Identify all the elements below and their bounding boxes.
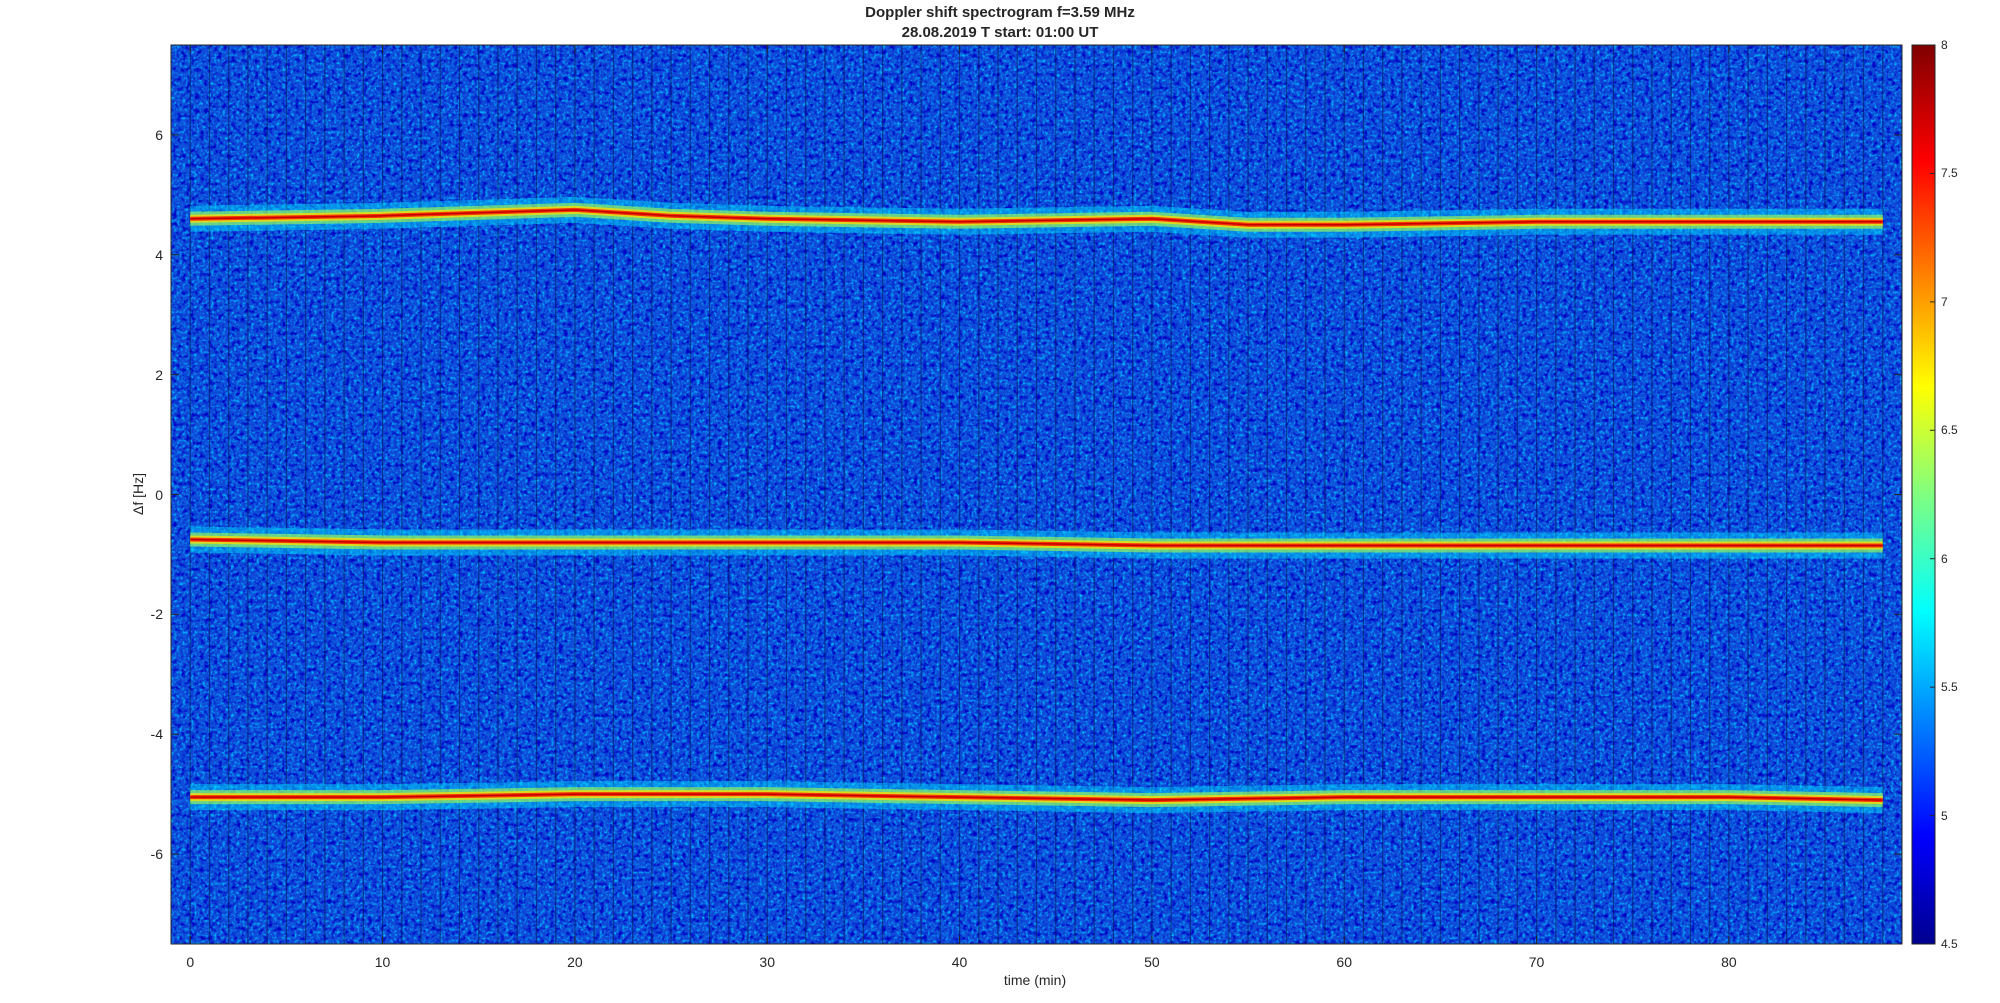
colorbar-tick-label: 7.5 <box>1941 166 1958 181</box>
doppler-trace-2 <box>190 538 1883 547</box>
x-tick-marks <box>189 45 1730 944</box>
x-tick-label: 80 <box>1721 954 1737 970</box>
x-tick-label: 60 <box>1336 954 1353 970</box>
x-tick-label: 70 <box>1528 954 1545 970</box>
x-axis-label: time (min) <box>1003 972 1067 988</box>
x-tick-label: 20 <box>567 954 583 970</box>
y-tick-marks <box>171 134 1902 855</box>
colorbar-tick-label: 5.5 <box>1941 680 1958 695</box>
doppler-trace-1 <box>190 209 1883 226</box>
colorbar-tick-label: 4.5 <box>1941 937 1958 951</box>
y-tick-label: -2 <box>150 606 163 623</box>
colorbar-tick-marks <box>1930 44 1935 945</box>
y-tick-label: 0 <box>155 486 163 503</box>
colorbar <box>1911 44 1936 945</box>
y-tick-label: 2 <box>155 366 163 383</box>
y-tick-label: 4 <box>155 246 163 263</box>
y-tick-label: 6 <box>155 126 163 143</box>
chart-title: Doppler shift spectrogram f=3.59 MHz <box>865 4 1135 21</box>
chart-subtitle: 28.08.2019 T start: 01:00 UT <box>901 24 1099 41</box>
x-tick-label: 30 <box>759 954 776 970</box>
doppler-traces <box>190 196 1884 814</box>
colorbar-tick-label: 7 <box>1941 294 1948 309</box>
x-tick-label: 10 <box>374 954 391 970</box>
colorbar-tick-label: 5 <box>1941 808 1948 823</box>
y-tick-label: -6 <box>150 846 163 863</box>
colorbar-tick-label: 8 <box>1941 38 1948 52</box>
x-tick-label: 0 <box>186 954 195 970</box>
colorbar-tick-label: 6 <box>1941 551 1948 566</box>
y-axis-label: Δf [Hz] <box>130 472 146 516</box>
x-tick-label: 40 <box>951 954 968 970</box>
colorbar-tick-label: 6.5 <box>1941 423 1958 438</box>
y-tick-label: -4 <box>150 726 163 743</box>
doppler-trace-3 <box>190 793 1883 801</box>
spectrogram-area <box>171 45 1902 944</box>
x-tick-label: 50 <box>1144 954 1160 970</box>
